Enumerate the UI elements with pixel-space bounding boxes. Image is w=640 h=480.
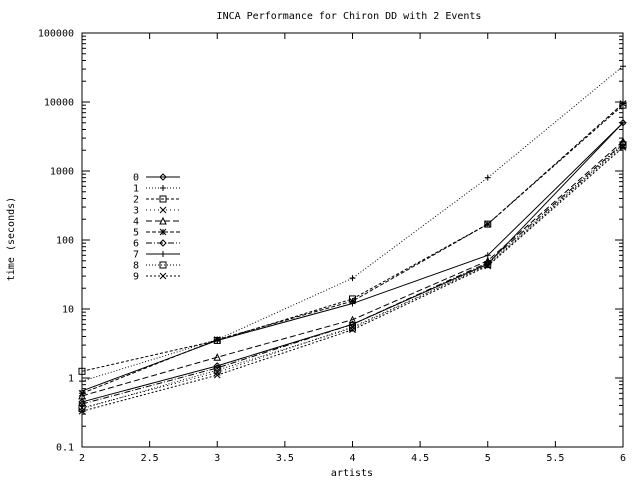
- legend-item-9: 9: [133, 272, 180, 283]
- legend-marker: [159, 261, 167, 269]
- series-9: [78, 144, 627, 415]
- data-point: [484, 252, 491, 259]
- legend-marker: [159, 272, 167, 280]
- legend-marker: [159, 239, 167, 247]
- y-tick-label: 1: [68, 374, 74, 385]
- legend-item-7: 7: [133, 250, 180, 261]
- data-point: [484, 174, 491, 181]
- legend-label: 3: [133, 206, 139, 217]
- legend-label: 6: [133, 239, 139, 250]
- legend-label: 7: [133, 250, 139, 261]
- data-point: [213, 366, 221, 374]
- data-point: [78, 400, 86, 408]
- x-tick-label: 5: [485, 453, 491, 464]
- data-point: [78, 367, 86, 375]
- series-2: [78, 101, 627, 375]
- series-line-1: [81, 65, 624, 382]
- data-point: [620, 63, 626, 70]
- series-line-4: [81, 140, 624, 397]
- legend-item-5: 5: [133, 228, 180, 239]
- data-point: [619, 100, 627, 107]
- legend-marker: [159, 173, 167, 181]
- data-point: [213, 371, 221, 379]
- x-tick-label: 4: [349, 453, 355, 464]
- y-tick-label: 10: [62, 305, 74, 316]
- chart-title: INCA Performance for Chiron DD with 2 Ev…: [217, 11, 482, 22]
- legend-label: 0: [133, 173, 139, 184]
- x-tick-label: 3: [214, 453, 220, 464]
- legend-item-1: 1: [133, 184, 180, 195]
- legend-label: 1: [133, 184, 139, 195]
- legend-label: 4: [133, 217, 139, 228]
- x-tick-label: 2.5: [141, 453, 159, 464]
- y-tick-label: 100: [56, 236, 74, 247]
- x-tick-label: 5.5: [546, 453, 564, 464]
- data-point: [213, 362, 221, 370]
- legend-marker: [160, 185, 166, 191]
- x-tick-label: 4.5: [411, 453, 429, 464]
- series-line-0: [81, 122, 624, 403]
- x-tick-label: 6: [620, 453, 626, 464]
- x-tick-label: 2: [79, 453, 85, 464]
- y-axis-label: time (seconds): [6, 197, 17, 281]
- data-point: [79, 387, 85, 394]
- data-point: [349, 275, 356, 282]
- y-tick-label: 100000: [38, 29, 74, 40]
- legend-marker: [159, 216, 167, 225]
- data-point: [484, 261, 492, 269]
- legend-item-6: 6: [133, 239, 180, 250]
- data-point: [619, 139, 627, 148]
- y-tick-label: 10000: [44, 98, 74, 109]
- series-4: [78, 137, 627, 400]
- x-tick-label: 3.5: [276, 453, 294, 464]
- legend-marker: [159, 206, 167, 214]
- legend-item-4: 4: [133, 217, 180, 228]
- legend-marker: [160, 251, 166, 257]
- data-point: [620, 119, 626, 126]
- data-point: [348, 315, 357, 324]
- data-point: [214, 337, 221, 344]
- data-point: [348, 320, 357, 329]
- legend-label: 2: [133, 195, 139, 206]
- series-line-6: [81, 143, 624, 405]
- legend-item-8: 8: [133, 261, 180, 272]
- series-5: [78, 100, 627, 397]
- x-axis: 2 2.5 3 3.5 4 4.5 5 5.5 6: [79, 33, 626, 464]
- y-tick-label: 0.1: [56, 443, 74, 454]
- legend-marker: [159, 228, 167, 236]
- x-axis-label: artists: [331, 468, 373, 479]
- data-point: [349, 326, 356, 334]
- data-point: [78, 407, 86, 415]
- series-layer: [78, 63, 627, 415]
- legend-label: 5: [133, 228, 139, 239]
- series-line-8: [81, 144, 624, 410]
- data-point: [79, 378, 85, 385]
- series-7: [79, 119, 626, 394]
- data-point: [349, 324, 356, 332]
- data-point: [349, 300, 356, 307]
- data-point: [213, 353, 222, 361]
- data-point: [78, 391, 86, 400]
- legend-item-3: 3: [133, 206, 180, 217]
- data-point: [484, 262, 492, 270]
- data-point: [619, 137, 627, 145]
- series-line-5: [81, 103, 624, 394]
- legend-item-2: 2: [133, 195, 180, 206]
- data-point: [619, 144, 627, 151]
- data-point: [484, 220, 492, 228]
- legend-label: 8: [133, 261, 139, 272]
- data-point: [78, 398, 86, 406]
- series-line-9: [81, 146, 624, 412]
- legend-item-0: 0: [133, 173, 180, 184]
- y-tick-label: 1000: [50, 167, 74, 178]
- legend-label: 9: [133, 272, 139, 283]
- legend-marker: [159, 195, 167, 203]
